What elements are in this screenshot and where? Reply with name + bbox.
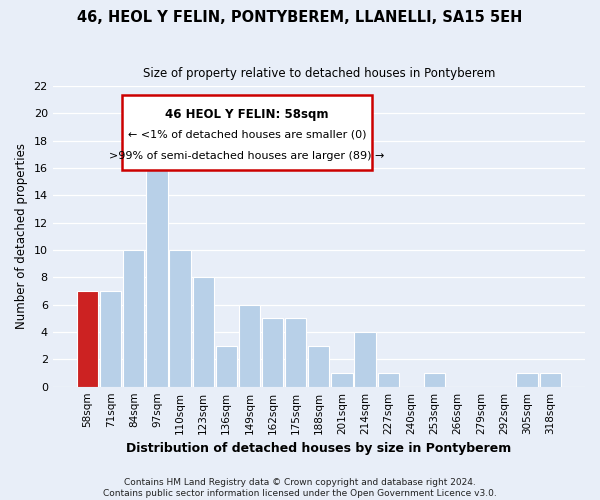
Bar — [100, 291, 121, 386]
Bar — [517, 373, 538, 386]
Bar — [215, 346, 237, 387]
Text: 46, HEOL Y FELIN, PONTYBEREM, LLANELLI, SA15 5EH: 46, HEOL Y FELIN, PONTYBEREM, LLANELLI, … — [77, 10, 523, 25]
Bar — [193, 278, 214, 386]
Title: Size of property relative to detached houses in Pontyberem: Size of property relative to detached ho… — [143, 68, 495, 80]
Bar — [239, 304, 260, 386]
Bar — [146, 140, 167, 386]
Y-axis label: Number of detached properties: Number of detached properties — [15, 144, 28, 330]
Bar — [285, 318, 307, 386]
Bar — [355, 332, 376, 386]
Bar — [77, 291, 98, 386]
FancyBboxPatch shape — [122, 95, 372, 170]
Bar — [424, 373, 445, 386]
Bar — [377, 373, 399, 386]
Text: 46 HEOL Y FELIN: 58sqm: 46 HEOL Y FELIN: 58sqm — [165, 108, 329, 122]
Text: ← <1% of detached houses are smaller (0): ← <1% of detached houses are smaller (0) — [128, 130, 366, 140]
Bar — [539, 373, 561, 386]
Bar — [308, 346, 329, 387]
Text: >99% of semi-detached houses are larger (89) →: >99% of semi-detached houses are larger … — [109, 150, 385, 160]
Bar — [262, 318, 283, 386]
Text: Contains HM Land Registry data © Crown copyright and database right 2024.
Contai: Contains HM Land Registry data © Crown c… — [103, 478, 497, 498]
Bar — [331, 373, 353, 386]
Bar — [123, 250, 145, 386]
Bar — [169, 250, 191, 386]
X-axis label: Distribution of detached houses by size in Pontyberem: Distribution of detached houses by size … — [126, 442, 511, 455]
